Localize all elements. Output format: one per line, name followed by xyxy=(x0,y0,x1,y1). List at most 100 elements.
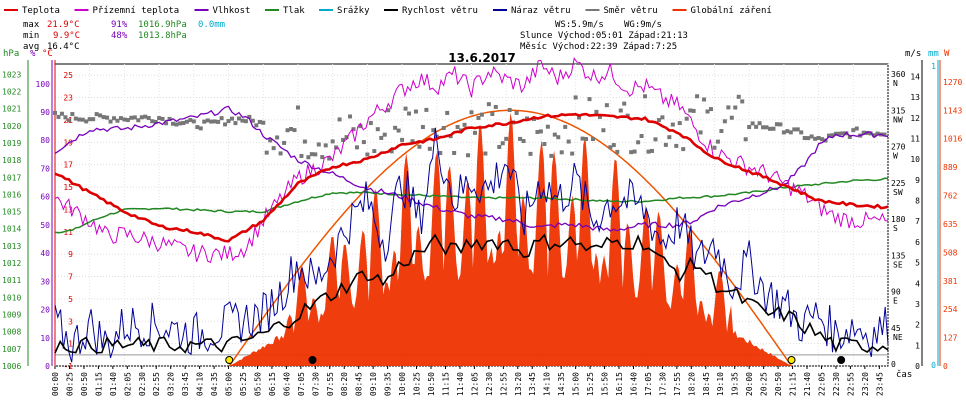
legend-label-3: Tlak xyxy=(283,6,305,16)
stats-max-hum: 91% xyxy=(111,20,128,30)
tick-pct-2: 80 xyxy=(40,136,50,145)
dir-point xyxy=(112,116,117,121)
dir-point xyxy=(604,103,609,108)
dir-point xyxy=(452,150,457,155)
dir-point xyxy=(552,132,557,137)
radiation-area xyxy=(229,112,792,366)
dir-point xyxy=(105,115,110,120)
dir-point xyxy=(715,139,720,144)
stats-min-press: 1013.8hPa xyxy=(138,31,187,41)
dir-point xyxy=(820,137,825,142)
dir-point xyxy=(427,146,432,151)
tick-x-26: 10:50 xyxy=(427,372,436,396)
dir-point xyxy=(504,136,509,141)
tick-dir-label-225: SW xyxy=(893,188,903,197)
tick-x-11: 04:35 xyxy=(210,372,219,396)
tick-hpa-5: 1018 xyxy=(2,156,21,165)
tick-x-31: 12:55 xyxy=(499,372,508,396)
stats-max-label: max xyxy=(23,20,40,30)
dir-point xyxy=(590,137,595,142)
tick-x-17: 07:05 xyxy=(297,372,306,396)
dir-point xyxy=(514,110,519,115)
tick-pct-6: 40 xyxy=(40,249,50,258)
dir-point xyxy=(240,118,245,123)
dir-point xyxy=(330,139,335,144)
tick-x-0: 00:00 xyxy=(51,372,60,396)
dir-point xyxy=(70,112,75,117)
dir-point xyxy=(705,109,710,114)
tick-x-6: 02:30 xyxy=(138,372,147,396)
dir-point xyxy=(681,147,686,152)
dir-point xyxy=(507,107,512,112)
tick-pct-10: 0 xyxy=(45,362,50,371)
dir-point xyxy=(257,119,262,124)
tick-x-49: 20:25 xyxy=(760,372,769,396)
tick-x-34: 14:10 xyxy=(543,372,552,396)
dir-point xyxy=(146,116,151,121)
tick-dir-label-90: E xyxy=(893,297,898,306)
dir-point xyxy=(761,125,766,130)
tick-hpa-2: 1021 xyxy=(2,105,21,114)
tick-ms-13: 1 xyxy=(915,341,920,350)
dir-point xyxy=(816,135,821,140)
tick-ms-10: 4 xyxy=(915,279,920,288)
tick-w-0: 1270 xyxy=(943,78,962,87)
dir-point xyxy=(538,129,543,134)
tick-x-27: 11:15 xyxy=(441,372,450,396)
dir-point xyxy=(851,128,856,133)
tick-x-35: 14:35 xyxy=(557,372,566,396)
sunset-marker xyxy=(787,356,796,364)
tick-x-3: 01:15 xyxy=(94,372,103,396)
tick-degc-9: 7 xyxy=(68,273,73,282)
tick-x-40: 16:40 xyxy=(629,372,638,396)
dir-point xyxy=(615,149,620,154)
dir-point xyxy=(236,116,241,121)
dir-point xyxy=(198,126,203,131)
series-prizemni-teplota xyxy=(54,57,888,264)
tick-pct-5: 50 xyxy=(40,221,50,230)
dir-point xyxy=(632,149,637,154)
dir-point xyxy=(365,152,370,157)
dir-point xyxy=(202,119,207,124)
dir-point xyxy=(361,140,366,145)
tick-x-33: 13:45 xyxy=(528,372,537,396)
dir-point xyxy=(535,129,540,134)
stats-max-rain: 0.0mm xyxy=(198,20,225,30)
axis-unit-degc: °C xyxy=(42,49,53,59)
tick-degc-13: -1 xyxy=(63,362,73,371)
dir-point xyxy=(754,124,759,129)
dir-point xyxy=(584,137,589,142)
dir-point xyxy=(702,97,707,102)
dir-point xyxy=(348,114,353,119)
tick-ms-12: 2 xyxy=(915,321,920,330)
tick-hpa-15: 1008 xyxy=(2,328,21,337)
dir-point xyxy=(73,116,78,121)
tick-degc-8: 9 xyxy=(68,250,73,259)
dir-point xyxy=(736,94,741,99)
dir-point xyxy=(781,130,786,135)
plot-area xyxy=(53,57,889,367)
dir-point xyxy=(216,119,221,124)
dir-point xyxy=(733,105,738,110)
dir-point xyxy=(559,150,564,155)
dir-point xyxy=(174,122,179,127)
dir-point xyxy=(767,126,772,131)
dir-point xyxy=(368,121,373,126)
dir-point xyxy=(403,106,408,111)
dir-point xyxy=(608,145,613,150)
dir-point xyxy=(295,105,300,110)
dir-point xyxy=(479,112,484,117)
tick-x-20: 08:20 xyxy=(340,372,349,396)
tick-dir-label-315: NW xyxy=(893,115,903,124)
dir-point xyxy=(611,143,616,148)
dir-point xyxy=(219,116,224,121)
dir-point xyxy=(382,132,387,137)
dir-point xyxy=(597,114,602,119)
tick-hpa-12: 1011 xyxy=(2,276,21,285)
dir-point xyxy=(882,132,887,137)
tick-pct-8: 20 xyxy=(40,306,50,315)
dir-point xyxy=(788,130,793,135)
dir-point xyxy=(320,155,325,160)
stats-max-temp: 21.9°C xyxy=(47,20,80,30)
dir-point xyxy=(438,150,443,155)
